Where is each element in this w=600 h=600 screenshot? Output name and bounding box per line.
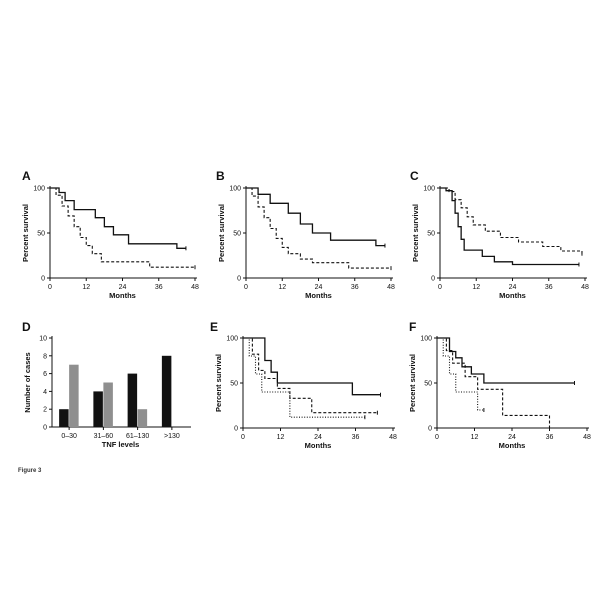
bar-0–30-series-1 <box>59 409 69 427</box>
panel-label: E <box>210 320 218 334</box>
bar-61–130-series-2 <box>137 409 148 427</box>
y-axis-title: Percent survival <box>214 354 223 412</box>
x-tick-label: 12 <box>472 284 480 291</box>
x-tick-label: 36 <box>351 284 359 291</box>
x-tick-label: 0 <box>435 434 439 441</box>
x-axis-title: Months <box>305 291 332 300</box>
x-tick-label: 12 <box>278 284 286 291</box>
x-tick-label: 12 <box>471 434 479 441</box>
bar-0–30-series-2 <box>69 364 79 427</box>
survival-curve-solid <box>246 187 385 247</box>
x-tick-label: 61–130 <box>126 433 149 440</box>
y-tick-label: 10 <box>39 336 47 343</box>
y-tick-label: 100 <box>229 186 241 193</box>
panel-a: A 0 50 100 Percent survival Months 0 12 24 36 48 <box>21 169 199 300</box>
survival-curve-dashed <box>243 337 378 414</box>
x-tick-label: 24 <box>314 434 322 441</box>
panel-label: C <box>410 169 419 183</box>
y-tick-label: 100 <box>420 336 432 343</box>
x-tick-label: 0 <box>244 284 248 291</box>
x-tick-label: 0 <box>438 284 442 291</box>
figure-caption: Figure 3 <box>18 468 42 474</box>
y-tick-label: 100 <box>423 186 435 193</box>
panel-label: F <box>409 320 416 334</box>
x-axis-title: Months <box>499 291 526 300</box>
y-tick-label: 100 <box>226 336 238 343</box>
x-tick-label: 0 <box>241 434 245 441</box>
x-tick-label: 48 <box>583 434 591 441</box>
x-tick-label: 48 <box>581 284 589 291</box>
x-tick-label: 36 <box>352 434 360 441</box>
y-tick-label: 4 <box>43 389 47 396</box>
x-tick-label: 31–60 <box>94 433 114 440</box>
survival-curve-dashed <box>440 187 583 254</box>
panel-c: C 0 50 100 Percent survival Months 0 12 24 36 48 <box>410 169 589 300</box>
panel-d: D 0 2 4 6 8 10 Number of cases TNF levels 0–30 31–… <box>22 320 191 449</box>
x-tick-label: 48 <box>387 284 395 291</box>
survival-curve-solid <box>243 337 381 396</box>
x-tick-label: >130 <box>164 433 180 440</box>
x-tick-label: 12 <box>277 434 285 441</box>
panel-f: F 0 50 100 Percent survival Months 0 12 24 36 48 <box>408 320 591 450</box>
x-tick-label: 24 <box>508 434 516 441</box>
panel-label: D <box>22 320 31 334</box>
bar-61–130-series-1 <box>127 373 138 427</box>
y-tick-label: 0 <box>43 425 47 432</box>
y-tick-label: 50 <box>427 231 435 238</box>
x-axis-title: Months <box>109 291 136 300</box>
bar->130-series-1 <box>161 355 172 427</box>
y-tick-label: 0 <box>237 276 241 283</box>
y-axis-title: Percent survival <box>411 204 420 262</box>
x-tick-label: 24 <box>119 284 127 291</box>
y-tick-label: 0 <box>41 276 45 283</box>
x-tick-label: 36 <box>545 284 553 291</box>
survival-curve-solid <box>440 187 579 266</box>
panel-b: B 0 50 100 Percent survival Months 0 12 24 36 48 <box>216 169 395 300</box>
x-axis-title: Months <box>305 441 332 450</box>
y-axis-title: Number of cases <box>23 352 32 412</box>
y-tick-label: 50 <box>37 231 45 238</box>
x-tick-label: 36 <box>546 434 554 441</box>
y-tick-label: 100 <box>33 186 45 193</box>
y-tick-label: 8 <box>43 353 47 360</box>
x-tick-label: 36 <box>155 284 163 291</box>
bar-31–60-series-1 <box>93 391 103 427</box>
survival-curve-dotted <box>243 337 365 418</box>
bar-31–60-series-2 <box>103 382 113 427</box>
y-tick-label: 6 <box>43 371 47 378</box>
y-axis-title: Percent survival <box>21 204 30 262</box>
survival-curve-solid <box>50 187 186 249</box>
y-tick-label: 0 <box>234 426 238 433</box>
y-tick-label: 50 <box>230 381 238 388</box>
survival-curve-dashed <box>246 187 391 269</box>
x-tick-label: 24 <box>509 284 517 291</box>
y-tick-label: 0 <box>428 426 432 433</box>
y-axis-title: Percent survival <box>217 204 226 262</box>
x-tick-label: 24 <box>315 284 323 291</box>
x-tick-label: 12 <box>82 284 90 291</box>
y-tick-label: 0 <box>431 276 435 283</box>
x-axis-title: Months <box>499 441 526 450</box>
x-tick-label: 48 <box>191 284 199 291</box>
y-tick-label: 50 <box>424 381 432 388</box>
panel-label: A <box>22 169 31 183</box>
survival-curve-dashed <box>437 337 551 428</box>
x-tick-label: 48 <box>389 434 397 441</box>
x-tick-label: 0 <box>48 284 52 291</box>
survival-curve-dashed <box>50 187 195 268</box>
panel-label: B <box>216 169 225 183</box>
survival-curve-solid <box>437 337 575 384</box>
panel-e: E 0 50 100 Percent survival Months 0 12 24 36 48 <box>210 320 397 450</box>
y-tick-label: 2 <box>43 407 47 414</box>
y-axis-title: Percent survival <box>408 354 417 412</box>
y-tick-label: 50 <box>233 231 241 238</box>
x-tick-label: 0–30 <box>61 433 77 440</box>
x-axis-title: TNF levels <box>102 440 140 449</box>
